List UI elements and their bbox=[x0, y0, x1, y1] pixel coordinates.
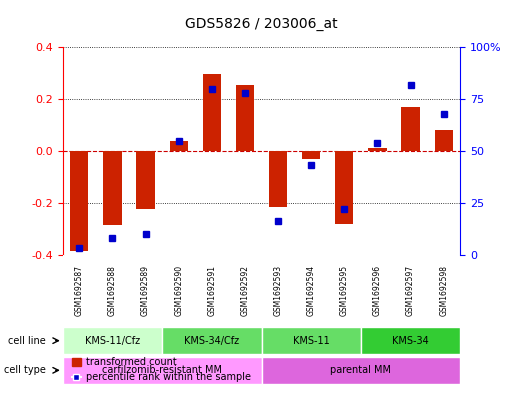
FancyBboxPatch shape bbox=[262, 327, 361, 354]
Text: GSM1692595: GSM1692595 bbox=[340, 265, 349, 316]
Bar bbox=[137, 151, 155, 209]
Text: GSM1692596: GSM1692596 bbox=[373, 265, 382, 316]
Text: GSM1692590: GSM1692590 bbox=[174, 265, 183, 316]
Bar bbox=[435, 130, 453, 151]
Bar bbox=[104, 151, 121, 225]
Text: GDS5826 / 203006_at: GDS5826 / 203006_at bbox=[185, 17, 338, 31]
Text: carfilzomib-resistant MM: carfilzomib-resistant MM bbox=[102, 365, 222, 375]
Text: GSM1692593: GSM1692593 bbox=[274, 265, 282, 316]
Bar bbox=[402, 107, 419, 151]
Bar bbox=[269, 151, 287, 207]
FancyBboxPatch shape bbox=[63, 357, 262, 384]
Text: GSM1692592: GSM1692592 bbox=[241, 265, 249, 316]
Text: cell line: cell line bbox=[8, 336, 46, 346]
Bar bbox=[302, 151, 320, 159]
Text: cell type: cell type bbox=[4, 365, 46, 375]
Text: GSM1692591: GSM1692591 bbox=[207, 265, 217, 316]
Bar bbox=[335, 151, 354, 224]
Text: GSM1692597: GSM1692597 bbox=[406, 265, 415, 316]
Text: parental MM: parental MM bbox=[331, 365, 391, 375]
Text: GSM1692587: GSM1692587 bbox=[75, 265, 84, 316]
Bar bbox=[203, 74, 221, 151]
FancyBboxPatch shape bbox=[162, 327, 262, 354]
Text: KMS-11/Cfz: KMS-11/Cfz bbox=[85, 336, 140, 346]
Bar bbox=[236, 85, 254, 151]
Legend: transformed count, percentile rank within the sample: transformed count, percentile rank withi… bbox=[67, 354, 255, 386]
Bar bbox=[368, 148, 386, 151]
Bar bbox=[169, 141, 188, 151]
Text: GSM1692588: GSM1692588 bbox=[108, 265, 117, 316]
FancyBboxPatch shape bbox=[63, 327, 162, 354]
Text: GSM1692594: GSM1692594 bbox=[306, 265, 316, 316]
FancyBboxPatch shape bbox=[262, 357, 460, 384]
Text: KMS-11: KMS-11 bbox=[293, 336, 329, 346]
Text: KMS-34: KMS-34 bbox=[392, 336, 429, 346]
Text: GSM1692589: GSM1692589 bbox=[141, 265, 150, 316]
Text: KMS-34/Cfz: KMS-34/Cfz bbox=[184, 336, 240, 346]
Bar bbox=[70, 151, 88, 251]
FancyBboxPatch shape bbox=[361, 327, 460, 354]
Text: GSM1692598: GSM1692598 bbox=[439, 265, 448, 316]
